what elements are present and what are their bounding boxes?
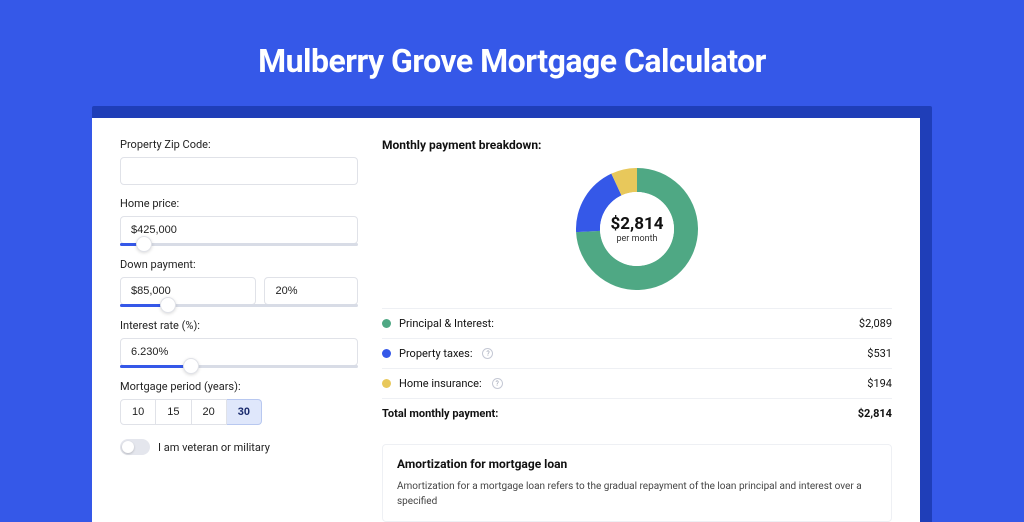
interest-rate-slider-thumb[interactable] [183, 358, 199, 374]
interest-rate-label: Interest rate (%): [120, 319, 358, 332]
calculator-shadow: Property Zip Code: Home price: Down paym… [92, 106, 932, 522]
mortgage-period-label: Mortgage period (years): [120, 380, 358, 393]
veteran-toggle[interactable] [120, 439, 150, 455]
interest-rate-input[interactable] [120, 338, 358, 366]
breakdown-row: Property taxes:? $531 [382, 338, 892, 368]
breakdown-row-label: Property taxes: [399, 347, 472, 360]
interest-rate-slider[interactable] [120, 365, 358, 368]
legend-dot [382, 319, 391, 328]
home-price-label: Home price: [120, 197, 358, 210]
down-payment-slider-thumb[interactable] [160, 297, 176, 313]
home-price-slider-thumb[interactable] [136, 236, 152, 252]
veteran-label: I am veteran or military [158, 441, 270, 454]
amortization-title: Amortization for mortgage loan [397, 457, 877, 471]
home-price-input[interactable] [120, 216, 358, 244]
donut-center: $2,814 per month [600, 192, 674, 266]
period-option-20[interactable]: 20 [192, 399, 227, 425]
donut-chart: $2,814 per month [576, 168, 698, 290]
veteran-toggle-knob [122, 441, 134, 453]
breakdown-total-row: Total monthly payment: $2,814 [382, 398, 892, 428]
period-option-30[interactable]: 30 [227, 399, 262, 425]
legend-dot [382, 379, 391, 388]
down-payment-label: Down payment: [120, 258, 358, 271]
breakdown-row-label: Home insurance: [399, 377, 482, 390]
interest-rate-slider-fill [120, 365, 191, 368]
zip-input[interactable] [120, 157, 358, 185]
breakdown-row-value: $194 [867, 377, 892, 390]
info-icon[interactable]: ? [482, 348, 493, 359]
breakdown-column: Monthly payment breakdown: $2,814 per mo… [382, 138, 892, 522]
veteran-toggle-row: I am veteran or military [120, 439, 358, 455]
breakdown-row-label: Principal & Interest: [399, 317, 494, 330]
home-price-group: Home price: [120, 197, 358, 246]
breakdown-row-value: $531 [867, 347, 892, 360]
breakdown-total-value: $2,814 [858, 407, 892, 420]
breakdown-row-value: $2,089 [859, 317, 892, 330]
breakdown-title: Monthly payment breakdown: [382, 138, 892, 152]
amortization-card: Amortization for mortgage loan Amortizat… [382, 444, 892, 522]
amortization-text: Amortization for a mortgage loan refers … [397, 479, 877, 509]
info-icon[interactable]: ? [492, 378, 503, 389]
home-price-slider[interactable] [120, 243, 358, 246]
donut-wrap: $2,814 per month [382, 162, 892, 308]
donut-sublabel: per month [616, 234, 657, 244]
down-payment-group: Down payment: [120, 258, 358, 307]
period-option-10[interactable]: 10 [120, 399, 156, 425]
down-payment-pct-input[interactable] [264, 277, 358, 305]
legend-dot [382, 349, 391, 358]
breakdown-total-label: Total monthly payment: [382, 407, 498, 420]
mortgage-period-group: Mortgage period (years): 10 15 20 30 [120, 380, 358, 425]
form-column: Property Zip Code: Home price: Down paym… [120, 138, 358, 522]
breakdown-row: Home insurance:? $194 [382, 368, 892, 398]
zip-label: Property Zip Code: [120, 138, 358, 151]
breakdown-row: Principal & Interest: $2,089 [382, 308, 892, 338]
donut-amount: $2,814 [611, 214, 664, 234]
period-option-15[interactable]: 15 [156, 399, 191, 425]
calculator-panel: Property Zip Code: Home price: Down paym… [92, 118, 920, 522]
down-payment-slider[interactable] [120, 304, 358, 307]
page-title: Mulberry Grove Mortgage Calculator [0, 0, 1024, 106]
down-payment-amount-input[interactable] [120, 277, 256, 305]
interest-rate-group: Interest rate (%): [120, 319, 358, 368]
zip-field-group: Property Zip Code: [120, 138, 358, 185]
mortgage-period-options: 10 15 20 30 [120, 399, 358, 425]
